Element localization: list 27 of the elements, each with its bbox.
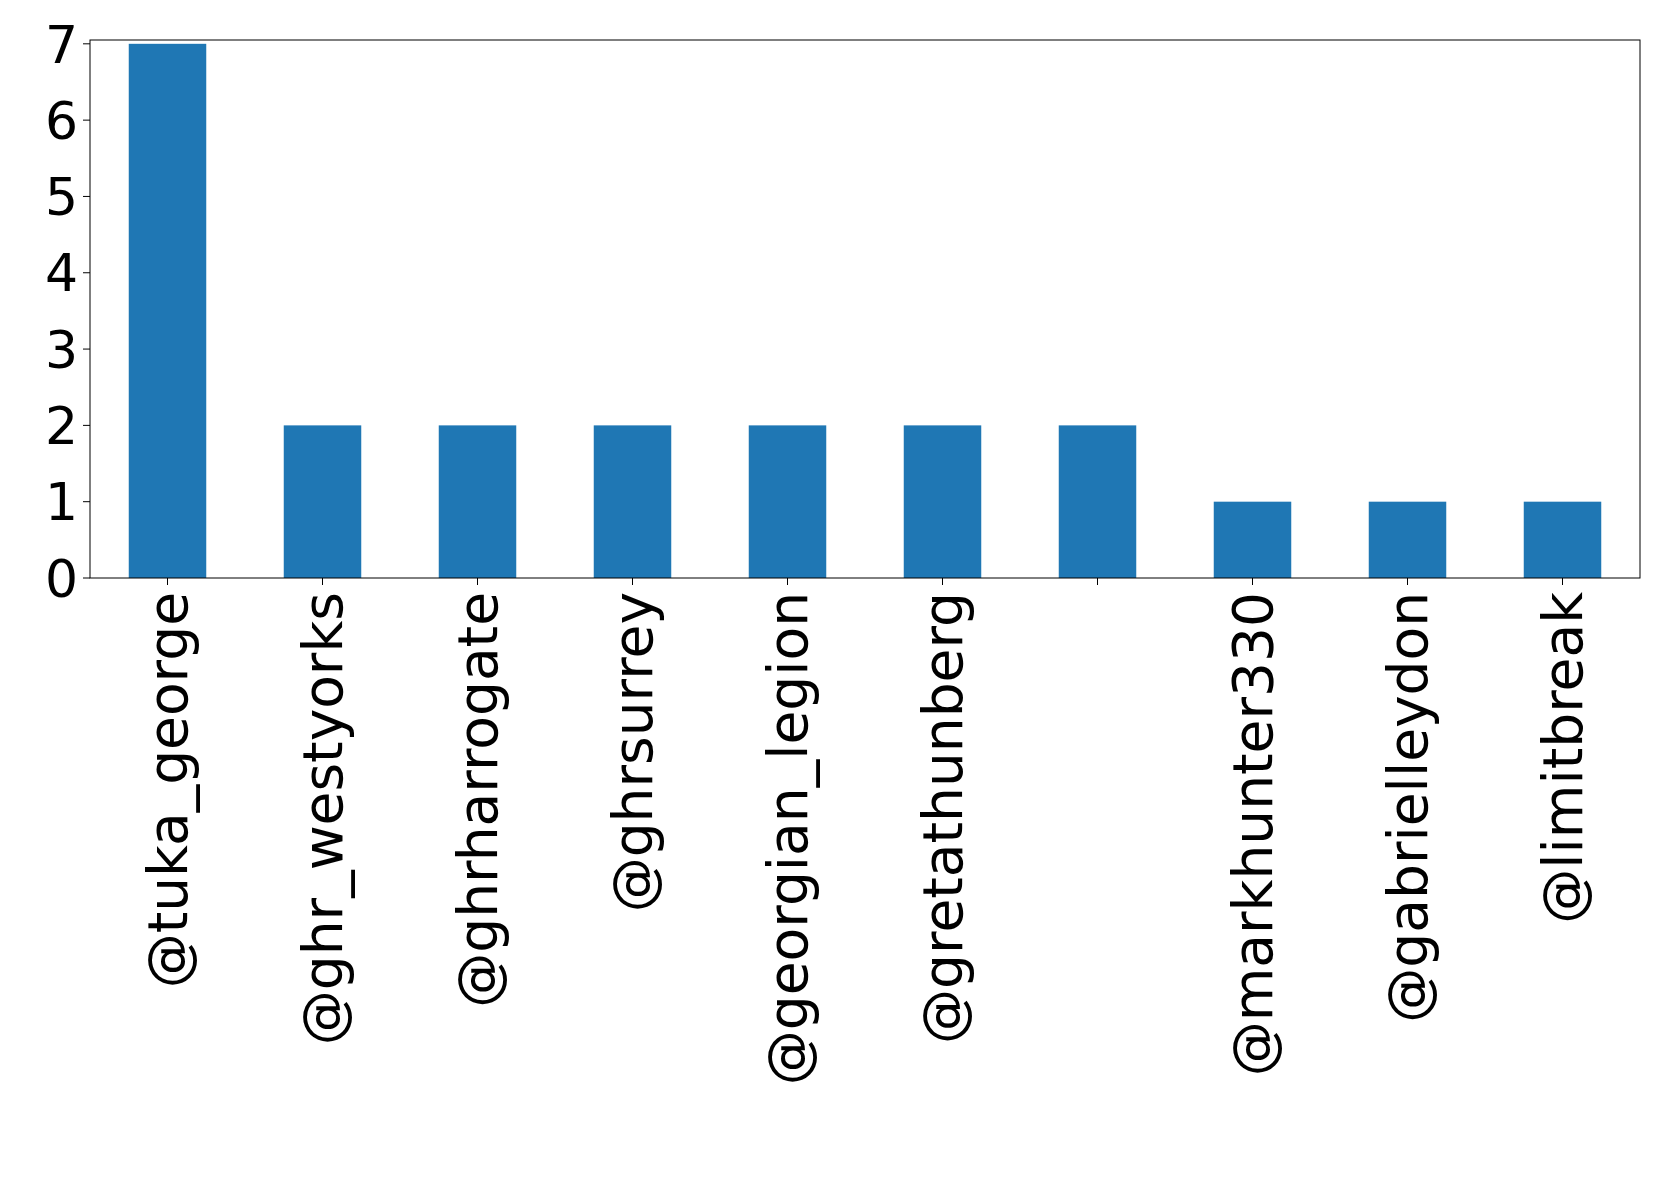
bar <box>903 425 982 578</box>
x-tick-label: @gabrielleydon <box>1376 592 1441 1023</box>
bar <box>1523 501 1602 578</box>
y-tick-label: 0 <box>44 548 78 609</box>
x-tick-label: @tuka_george <box>136 592 201 989</box>
bar <box>1058 425 1137 578</box>
bar <box>1368 501 1447 578</box>
bar <box>748 425 827 578</box>
y-tick-label: 6 <box>44 90 78 151</box>
bar <box>593 425 672 578</box>
x-tick-label: @ghr_westyorks <box>291 592 356 1046</box>
bar <box>1213 501 1292 578</box>
y-tick-label: 2 <box>44 396 78 457</box>
y-tick-label: 1 <box>44 472 78 533</box>
bar <box>128 43 207 578</box>
y-tick-label: 5 <box>44 167 78 228</box>
bar <box>283 425 362 578</box>
bar <box>438 425 517 578</box>
x-tick-label: @gretathunberg <box>911 592 976 1044</box>
x-tick-label: @ghrharrogate <box>446 592 511 1008</box>
x-tick-label: @ghrsurrey <box>601 592 666 913</box>
y-tick-label: 4 <box>44 243 78 304</box>
x-tick-label: @georgian_legion <box>756 592 821 1086</box>
x-tick-label: @markhunter330 <box>1221 592 1286 1077</box>
x-tick-label: @limitbreak <box>1531 591 1596 924</box>
y-tick-label: 3 <box>44 319 78 380</box>
y-tick-label: 7 <box>44 14 78 75</box>
